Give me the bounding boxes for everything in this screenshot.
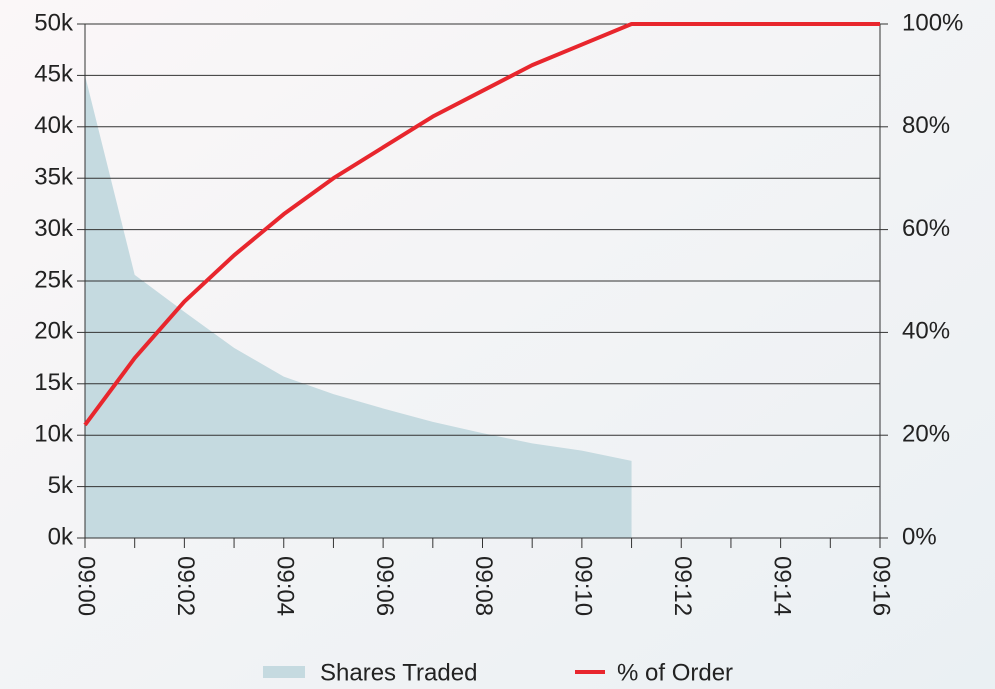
x-tick-label: 09:06 xyxy=(371,556,398,616)
x-tick-label: 09:12 xyxy=(669,556,696,616)
legend-label: Shares Traded xyxy=(320,659,477,686)
line xyxy=(83,22,880,427)
y2-tick-label: 20% xyxy=(902,421,950,448)
y2-tick-label: 80% xyxy=(902,112,950,139)
y-tick-label: 25k xyxy=(34,266,74,293)
x-tick-label: 09:00 xyxy=(73,556,100,616)
y-tick-label: 50k xyxy=(34,9,74,36)
y2-tick-label: 0% xyxy=(902,523,937,550)
y-tick-label: 35k xyxy=(34,164,74,191)
y-tick-label: 40k xyxy=(34,112,74,139)
y-tick-label: 45k xyxy=(34,61,74,88)
x-tick-label: 09:04 xyxy=(271,556,298,616)
y2-tick-label: 60% xyxy=(902,215,950,242)
x-tick-label: 09:08 xyxy=(470,556,497,616)
y-tick-label: 30k xyxy=(34,215,74,242)
x-tick-label: 09:02 xyxy=(172,556,199,616)
area xyxy=(85,75,632,539)
x-tick-label: 09:10 xyxy=(570,556,597,616)
y-tick-label: 20k xyxy=(34,318,74,345)
x-tick-label: 09:16 xyxy=(868,556,895,616)
y-tick-label: 10k xyxy=(34,421,74,448)
y2-tick-label: 100% xyxy=(902,9,963,36)
y-tick-label: 15k xyxy=(34,369,74,396)
y-tick-label: 0k xyxy=(48,523,74,550)
legend-label: % of Order xyxy=(617,659,733,686)
legend-swatch xyxy=(263,666,305,678)
x-tick-label: 09:14 xyxy=(768,556,795,616)
y-tick-label: 5k xyxy=(48,472,74,499)
y2-tick-label: 40% xyxy=(902,318,950,345)
